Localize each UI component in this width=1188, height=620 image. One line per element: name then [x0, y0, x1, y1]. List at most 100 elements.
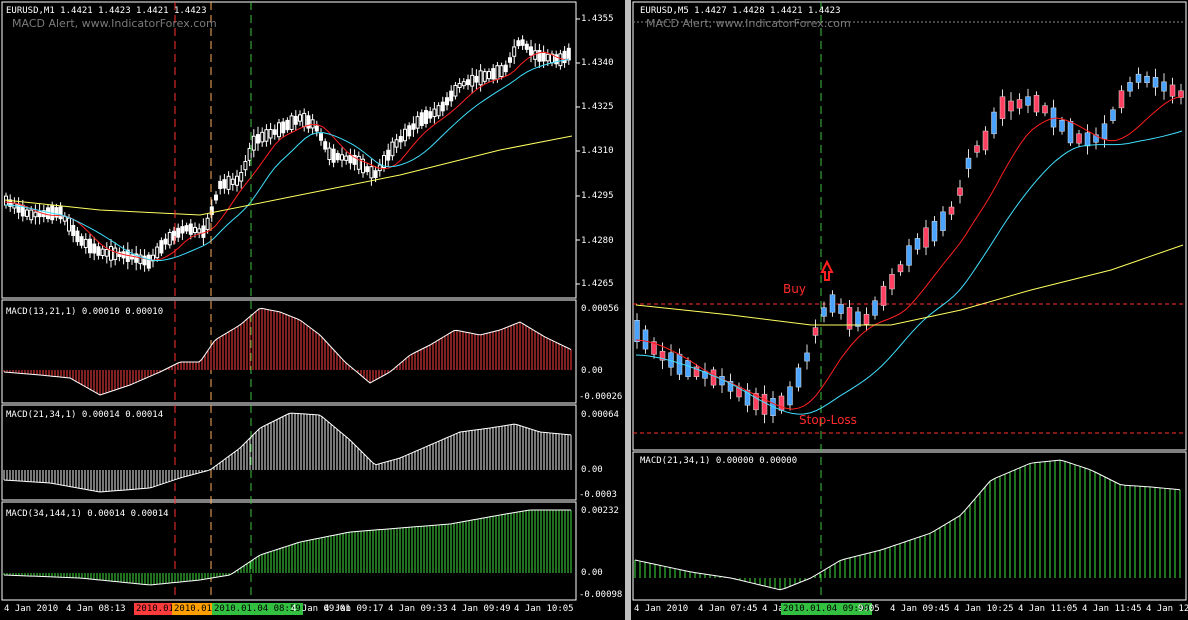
candle-body	[1178, 90, 1184, 98]
time-tag-green: 2010.01.04 08:59	[212, 603, 303, 615]
candle-body	[761, 393, 768, 415]
candle-body	[974, 145, 980, 153]
candle-body	[812, 327, 819, 336]
candle-body	[96, 246, 101, 256]
candle-body	[92, 243, 97, 254]
candle-body	[424, 110, 428, 124]
candle-body	[461, 81, 466, 87]
candle-body	[415, 116, 420, 129]
left-watermark: MACD Alert, www.IndicatorForex.com	[12, 17, 217, 30]
candle-body	[386, 149, 391, 161]
candle-body	[991, 111, 997, 135]
price-tick: 1.4295	[581, 191, 614, 201]
candle-body	[146, 254, 151, 269]
candle-body	[753, 393, 759, 411]
macd2-bar-outline	[3, 412, 572, 493]
candle-body	[872, 300, 878, 316]
macd2-tick: 0.00	[581, 465, 603, 475]
candle-body	[1135, 73, 1142, 83]
candle-body	[1161, 81, 1167, 92]
candle-body	[445, 97, 449, 106]
left-chart-header: EURUSD,M1 1.4421 1.4423 1.4421 1.4423	[6, 6, 207, 16]
macd2-pane	[1, 404, 577, 501]
macd3-label: MACD(34,144,1) 0.00014 0.00014	[6, 509, 169, 519]
candle-body	[243, 161, 248, 171]
candle-body	[1144, 75, 1150, 83]
candle-body	[356, 155, 361, 170]
candle-body	[310, 119, 315, 129]
candle-body	[428, 111, 433, 119]
candle-body	[537, 50, 542, 62]
candle-body	[58, 206, 63, 220]
candle-body	[373, 170, 378, 178]
candle-body	[159, 240, 164, 254]
macd2-tick: 0.00064	[581, 410, 619, 420]
time-label: 4 Jan 11:05	[1018, 604, 1078, 614]
macd2-tick: -0.0003	[579, 490, 617, 500]
candle-body	[795, 367, 802, 388]
price-tick: 1.4325	[581, 102, 614, 112]
macd-bar-outline	[634, 459, 1181, 591]
time-label: 4 Jan 2010	[634, 604, 689, 614]
time-label: 4 Jan 09:33	[388, 604, 448, 614]
right-watermark: MACD Alert, www.IndicatorForex.com	[646, 17, 851, 30]
time-label: 4 Jan 10:25	[954, 604, 1014, 614]
candle-body	[239, 172, 244, 182]
time-label: 4 Jan 11:45	[1082, 604, 1142, 614]
time-label: 4 Jan 09:17	[324, 604, 384, 614]
time-label: 4 Jan 10:05	[514, 604, 574, 614]
candle-body	[948, 206, 955, 215]
candle-body	[1025, 96, 1031, 106]
candle-body	[478, 70, 483, 86]
candle-body	[710, 369, 717, 386]
price-tick: 1.4355	[581, 14, 614, 24]
candle-body	[323, 141, 328, 150]
candle-body	[931, 220, 938, 242]
candle-body	[100, 248, 105, 256]
right-chart-window[interactable]: EURUSD,M5 1.4427 1.4428 1.4421 1.4423 MA…	[631, 0, 1188, 620]
candle-body	[804, 352, 810, 362]
macd3-tick: 0.00232	[581, 506, 619, 516]
time-label: 4 Jan 09:45	[890, 604, 950, 614]
candle-body	[335, 152, 340, 161]
candle-body	[512, 46, 517, 57]
candle-body	[487, 71, 491, 80]
candle-body	[411, 123, 416, 130]
candle-body	[965, 157, 972, 169]
candle-body	[520, 39, 525, 46]
candle-body	[1050, 107, 1057, 128]
candle-body	[268, 129, 273, 139]
candle-body	[218, 180, 223, 189]
candle-body	[1067, 121, 1074, 144]
left-chart-window[interactable]: EURUSD,M1 1.4421 1.4423 1.4421 1.4423 MA…	[0, 0, 625, 620]
candle-body	[491, 68, 496, 80]
right-chart-canvas[interactable]	[631, 0, 1188, 620]
candle-body	[54, 207, 59, 218]
candle-body	[184, 225, 189, 232]
candle-body	[277, 122, 281, 138]
left-chart-canvas[interactable]	[0, 0, 625, 620]
candle-body	[398, 136, 403, 143]
candle-body	[16, 203, 21, 213]
candle-body	[495, 65, 500, 80]
candle-body	[821, 307, 827, 317]
candle-body	[25, 209, 29, 217]
candle-body	[365, 166, 370, 173]
candle-body	[1169, 84, 1176, 97]
macd1-pane	[1, 299, 577, 404]
candle-body	[693, 366, 700, 378]
time-label: 4 Jan 09:49	[451, 604, 511, 614]
window-divider[interactable]	[625, 0, 631, 620]
candle-body	[260, 131, 265, 143]
time-tag-orange: 2010.01.	[172, 603, 220, 615]
candle-body	[545, 53, 550, 62]
ma-fast-line	[4, 51, 570, 261]
candle-body	[566, 47, 571, 61]
candle-body	[470, 74, 475, 87]
candle-body	[1033, 95, 1040, 113]
candle-body	[138, 254, 143, 265]
candle-body	[1093, 134, 1099, 143]
candle-body	[264, 129, 269, 142]
candle-body	[230, 178, 235, 185]
candle-body	[508, 57, 512, 63]
